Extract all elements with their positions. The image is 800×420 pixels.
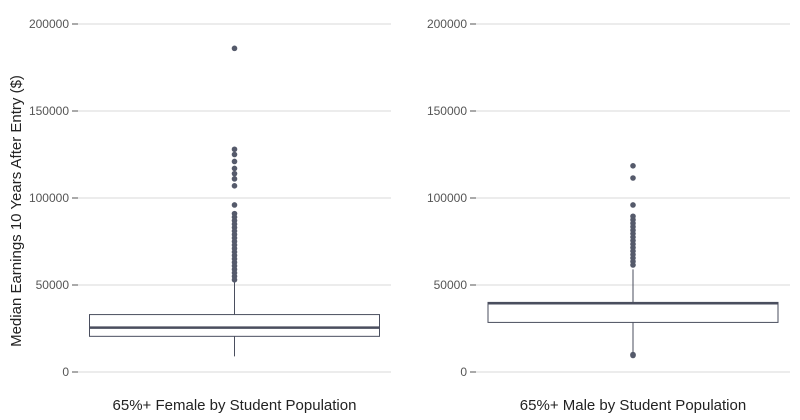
y-tick-label: 50000 [434, 278, 468, 292]
outlier-point [231, 165, 238, 172]
panel-1: 0 50000 100000 150000 200000 65%+ Female by S… [29, 17, 391, 414]
y-tick-label: 150000 [427, 104, 467, 118]
y-tick-label: 0 [62, 365, 69, 379]
iqr-box [487, 301, 779, 323]
outlier-point [231, 202, 238, 208]
y-tick-label: 200000 [427, 17, 467, 31]
outlier-point [231, 45, 238, 52]
outlier-point [231, 276, 238, 283]
outlier-point [630, 163, 636, 169]
y-axis-title: Median Earnings 10 Years After Entry ($) [8, 75, 25, 347]
outlier-point [630, 175, 636, 181]
y-tick-label: 0 [460, 365, 467, 379]
y-tick-label: 100000 [427, 191, 467, 205]
outlier-point [231, 170, 238, 177]
outlier-point [231, 151, 238, 158]
y-tick-label: 200000 [29, 17, 69, 31]
y-tick-label: 150000 [29, 104, 69, 118]
y-tick-label: 50000 [36, 278, 70, 292]
panel-label: 65%+ Male by Student Population [520, 397, 746, 414]
outlier-point [231, 176, 238, 182]
panel-2: 0 50000 100000 150000 200000 65%+ Male by Stu… [427, 17, 790, 414]
chart-panels: 0 50000 100000 150000 200000 65%+ Female by S… [29, 17, 790, 414]
outlier-point [630, 202, 636, 208]
iqr-box [89, 314, 380, 337]
y-tick-label: 100000 [29, 191, 69, 205]
outlier-point [630, 262, 636, 268]
outlier-point [630, 352, 636, 359]
outlier-point [231, 183, 238, 189]
panel-label: 65%+ Female by Student Population [113, 397, 357, 414]
outlier-point [231, 146, 238, 153]
outlier-point [231, 158, 238, 165]
